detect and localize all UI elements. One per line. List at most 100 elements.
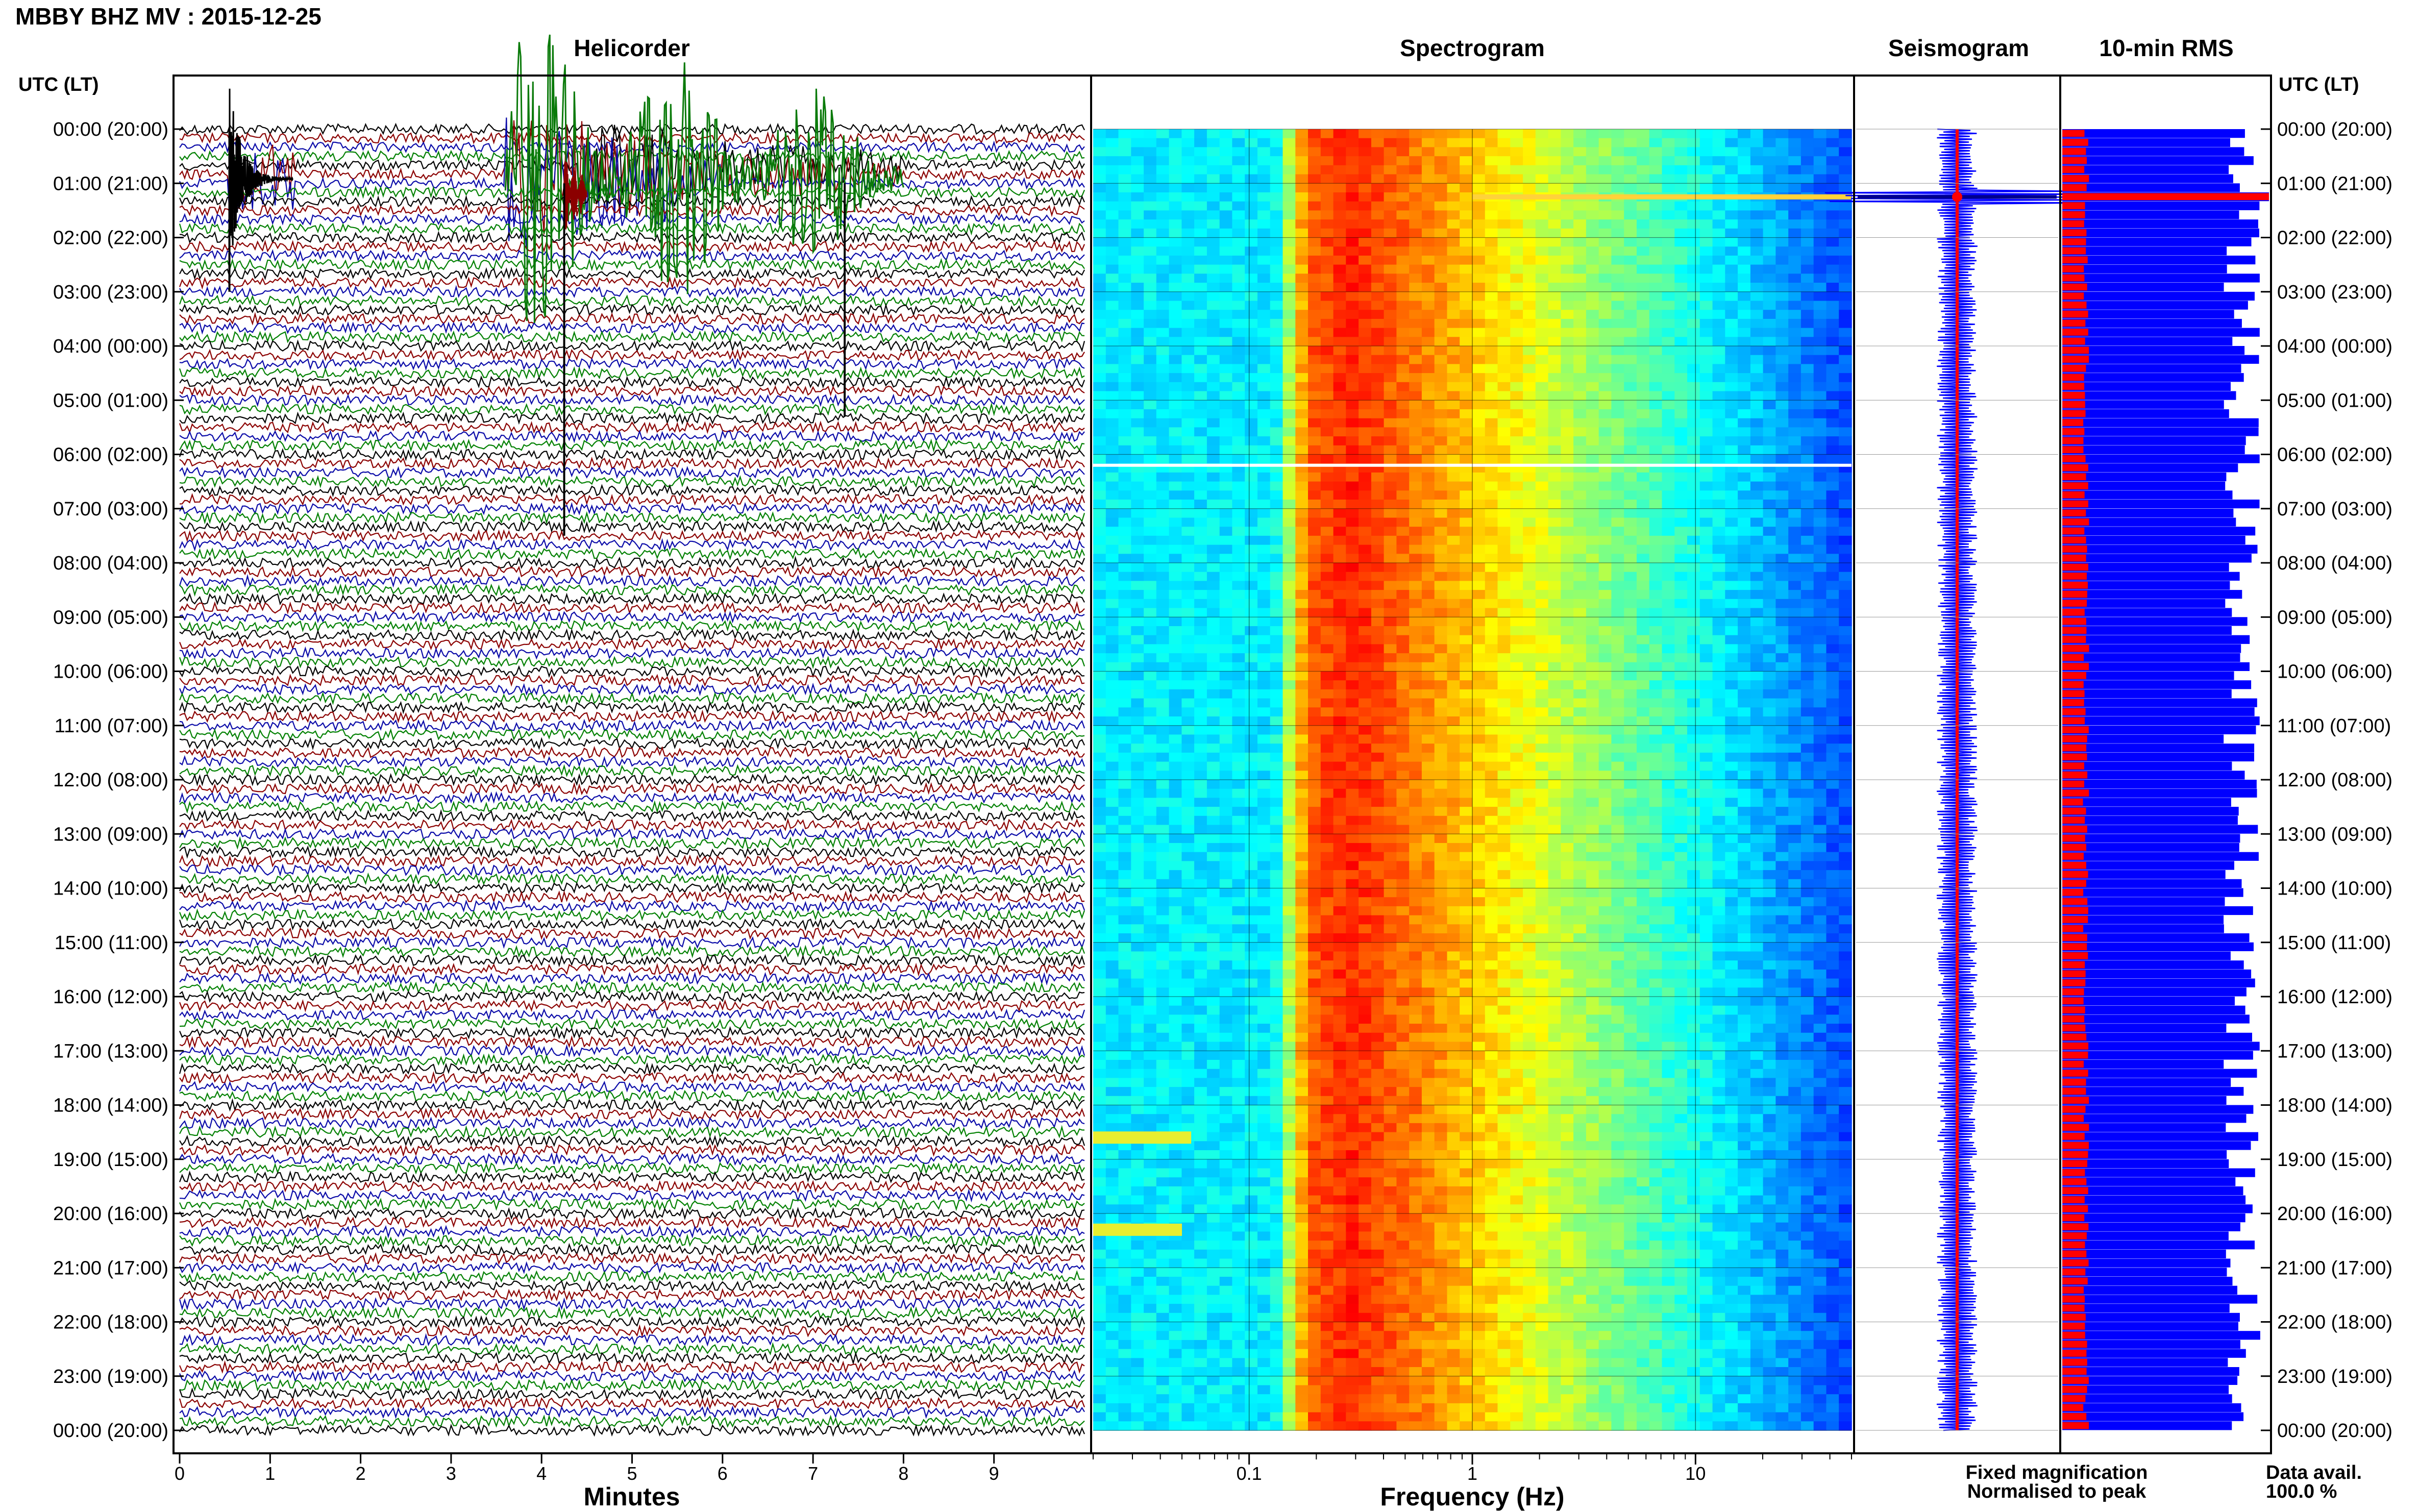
spectrogram-cell [1282, 680, 1296, 690]
spectrogram-cell [1497, 788, 1511, 798]
spectrogram-cell [1497, 1177, 1511, 1187]
spectrogram-cell [1270, 915, 1283, 925]
spectrogram-cell [1384, 219, 1397, 229]
spectrogram-cell [1282, 364, 1296, 374]
spectrogram-cell [1206, 1304, 1220, 1313]
spectrogram-cell [1131, 409, 1144, 419]
spectrogram-cell [1497, 264, 1511, 274]
spectrogram-cell [1396, 1032, 1410, 1043]
spectrogram-cell [1295, 310, 1309, 319]
spectrogram-cell [1105, 246, 1119, 256]
spectrogram-cell [1181, 590, 1195, 600]
spectrogram-cell [1447, 698, 1461, 708]
spectrogram-cell [1257, 1421, 1271, 1431]
spectrogram-cell [1181, 1159, 1195, 1169]
spectrogram-cell [1485, 156, 1498, 166]
spectrogram-cell [1169, 1024, 1182, 1033]
spectrogram-cell [1144, 960, 1157, 970]
spectrogram-cell [1156, 210, 1170, 220]
spectrogram-cell [1447, 1114, 1461, 1124]
spectrogram-cell [1295, 147, 1309, 157]
spectrogram-cell [1156, 1285, 1170, 1295]
spectrogram-cell [1371, 942, 1385, 952]
spectrogram-cell [1219, 906, 1233, 916]
spectrogram-cell [1105, 689, 1119, 699]
spectrogram-cell [1320, 246, 1334, 256]
spectrogram-cell [1144, 771, 1157, 780]
spectrogram-cell [1447, 554, 1461, 563]
spectrogram-cell [1396, 490, 1410, 500]
spectrogram-cell [1093, 1087, 1106, 1097]
spectrogram-cell [1320, 1051, 1334, 1060]
spectrogram-cell [1219, 626, 1233, 636]
spectrogram-cell [1105, 1258, 1119, 1268]
spectrogram-cell [1118, 1331, 1132, 1341]
spectrogram-cell [1384, 183, 1397, 193]
spectrogram-cell [1206, 1331, 1220, 1341]
spectrogram-cell [1144, 815, 1157, 826]
spectrogram-cell [1384, 888, 1397, 898]
spectrogram-cell [1194, 1258, 1207, 1268]
spectrogram-cell [1384, 400, 1397, 410]
spectrogram-cell [1295, 843, 1309, 853]
helicorder-trace [179, 448, 1085, 462]
spectrogram-cell [1333, 1014, 1347, 1024]
spectrogram-cell [1447, 391, 1461, 401]
spectrogram-cell [1245, 1042, 1258, 1051]
spectrogram-cell [1510, 707, 1523, 717]
spectrogram-cell [1346, 183, 1359, 193]
spectrogram-cell [1359, 183, 1372, 193]
spectrogram-cell [1194, 527, 1207, 536]
spectrogram-cell [1485, 807, 1498, 816]
spectrogram-cell [1206, 617, 1220, 627]
spectrogram-cell [1346, 608, 1359, 617]
spectrogram-cell [1144, 1331, 1157, 1341]
spectrogram-cell [1194, 1331, 1207, 1341]
spectrogram-cell [1308, 237, 1321, 247]
spectrogram-cell [1320, 1024, 1334, 1033]
spectrogram-cell [1371, 472, 1385, 482]
spectrogram-cell [1421, 129, 1435, 139]
spectrogram-cell [1434, 1331, 1448, 1341]
spectrogram-cell [1447, 969, 1461, 979]
spectrogram-cell [1105, 997, 1119, 1006]
spectrogram-cell [1194, 255, 1207, 265]
spectrogram-cell [1333, 1132, 1347, 1142]
spectrogram-cell [1144, 1005, 1157, 1015]
spectrogram-cell [1485, 436, 1498, 446]
spectrogram-cell [1270, 183, 1283, 193]
spectrogram-cell [1169, 572, 1182, 581]
spectrogram-cell [1219, 1367, 1233, 1377]
spectrogram-cell [1232, 409, 1245, 419]
spectrogram-cell [1232, 481, 1245, 491]
spectrogram-cell [1421, 725, 1435, 735]
spectrogram-cell [1320, 1385, 1334, 1395]
spectrogram-cell [1497, 933, 1511, 943]
spectrogram-cell [1346, 1295, 1359, 1304]
spectrogram-cell [1308, 400, 1321, 410]
spectrogram-cell [1144, 563, 1157, 573]
spectrogram-cell [1421, 825, 1435, 834]
spectrogram-cell [1371, 626, 1385, 636]
spectrogram-cell [1434, 1087, 1448, 1097]
spectrogram-cell [1270, 355, 1283, 364]
spectrogram-cell [1384, 1141, 1397, 1151]
spectrogram-cell [1359, 698, 1372, 708]
spectrogram-cell [1320, 472, 1334, 482]
spectrogram-cell [1497, 472, 1511, 482]
spectrogram-cell [1510, 508, 1523, 518]
spectrogram-cell [1485, 933, 1498, 943]
spectrogram-cell [1206, 1249, 1220, 1259]
spectrogram-cell [1384, 788, 1397, 798]
spectrogram-cell [1320, 870, 1334, 880]
spectrogram-cell [1485, 1132, 1498, 1142]
spectrogram-cell [1156, 969, 1170, 979]
spectrogram-cell [1282, 527, 1296, 536]
spectrogram-cell [1144, 1349, 1157, 1358]
spectrogram-cell [1472, 1258, 1486, 1268]
spectrogram-cell [1105, 1123, 1119, 1133]
spectrogram-cell [1472, 1403, 1486, 1413]
spectrogram-cell [1384, 427, 1397, 437]
spectrogram-cell [1485, 1096, 1498, 1106]
spectrogram-cell [1421, 653, 1435, 663]
